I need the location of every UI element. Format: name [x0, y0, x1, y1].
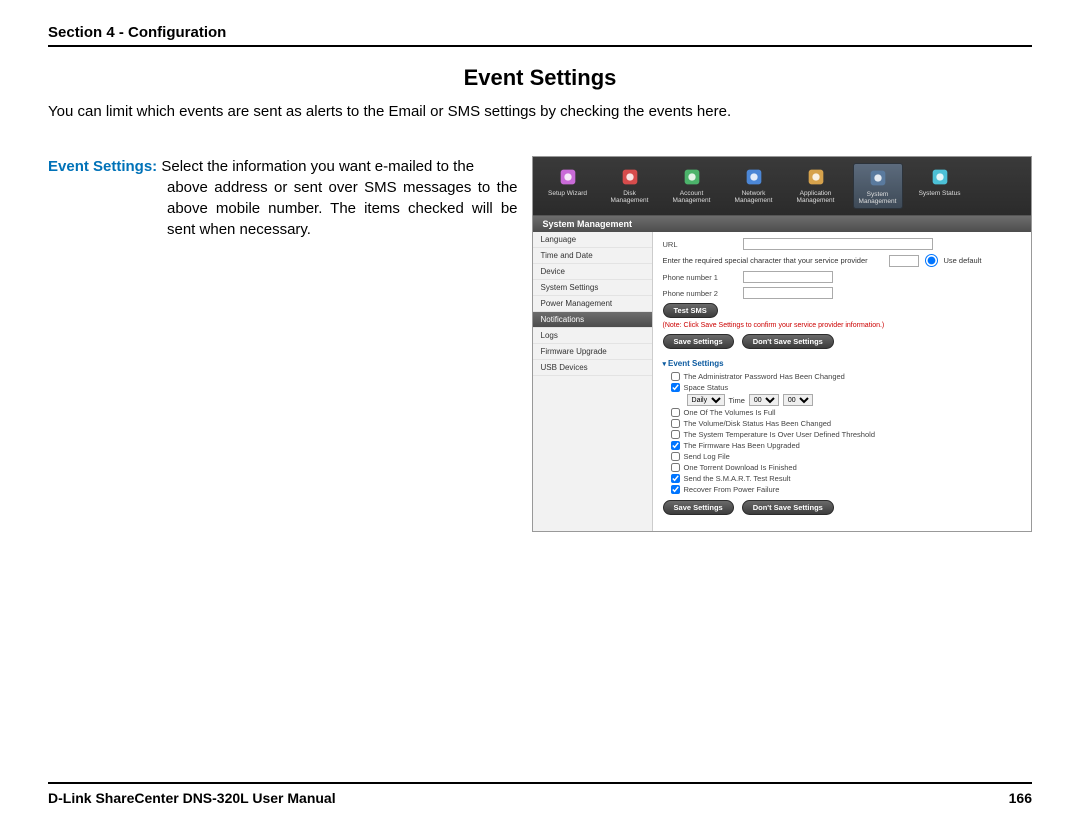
save-button-1[interactable]: Save Settings [663, 334, 734, 349]
page-title: Event Settings [48, 65, 1032, 91]
sidebar-item-logs[interactable]: Logs [533, 328, 652, 344]
use-default-radio[interactable] [925, 254, 938, 267]
form-area: URL Enter the required special character… [653, 232, 1031, 531]
event-checkbox-7[interactable] [671, 463, 680, 472]
app-screenshot: Setup Wizard Disk Management Account Manag… [532, 156, 1032, 532]
note-text: (Note: Click Save Settings to confirm yo… [663, 322, 1021, 329]
sidebar: LanguageTime and DateDeviceSystem Settin… [533, 232, 653, 531]
event-checkbox-3[interactable] [671, 419, 680, 428]
subheader: System Management [533, 216, 1031, 232]
desc-line1: Select the information you want e-mailed… [161, 158, 474, 175]
save-button-2[interactable]: Save Settings [663, 500, 734, 515]
event-label-3: The Volume/Disk Status Has Been Changed [684, 419, 832, 428]
top-icon-2[interactable]: Account Management [667, 163, 717, 209]
event-checkbox-1[interactable] [671, 383, 680, 392]
event-row-8: Send the S.M.A.R.T. Test Result [671, 474, 1021, 483]
event-row-7: One Torrent Download Is Finished [671, 463, 1021, 472]
event-row-6: Send Log File [671, 452, 1021, 461]
event-label-8: Send the S.M.A.R.T. Test Result [684, 474, 791, 483]
event-row-0: The Administrator Password Has Been Chan… [671, 372, 1021, 381]
footer-left: D-Link ShareCenter DNS-320L User Manual [48, 790, 336, 806]
event-label-7: One Torrent Download Is Finished [684, 463, 797, 472]
event-label-6: Send Log File [684, 452, 730, 461]
section-header: Section 4 - Configuration [48, 24, 1032, 47]
sidebar-item-firmware-upgrade[interactable]: Firmware Upgrade [533, 344, 652, 360]
event-row-3: The Volume/Disk Status Has Been Changed [671, 419, 1021, 428]
test-sms-button[interactable]: Test SMS [663, 303, 718, 318]
intro-text: You can limit which events are sent as a… [48, 103, 1032, 120]
event-checkbox-8[interactable] [671, 474, 680, 483]
schedule-mm[interactable]: 00 [783, 394, 813, 406]
event-row-4: The System Temperature Is Over User Defi… [671, 430, 1021, 439]
sidebar-item-usb-devices[interactable]: USB Devices [533, 360, 652, 376]
phone2-label: Phone number 2 [663, 289, 737, 298]
top-icon-1[interactable]: Disk Management [605, 163, 655, 209]
top-icon-6[interactable]: System Status [915, 163, 965, 209]
sidebar-item-time-and-date[interactable]: Time and Date [533, 248, 652, 264]
schedule-hh[interactable]: 00 [749, 394, 779, 406]
event-checkbox-6[interactable] [671, 452, 680, 461]
event-checkbox-9[interactable] [671, 485, 680, 494]
top-icon-4[interactable]: Application Management [791, 163, 841, 209]
special-char-input[interactable] [889, 255, 919, 267]
use-default-label: Use default [944, 256, 982, 265]
event-checkbox-2[interactable] [671, 408, 680, 417]
event-label-4: The System Temperature Is Over User Defi… [684, 430, 875, 439]
sidebar-item-device[interactable]: Device [533, 264, 652, 280]
event-row-9: Recover From Power Failure [671, 485, 1021, 494]
event-row-2: One Of The Volumes Is Full [671, 408, 1021, 417]
special-char-label: Enter the required special character tha… [663, 256, 883, 265]
schedule-freq[interactable]: Daily [687, 394, 725, 406]
schedule-row: Daily Time 00 00 [687, 394, 1021, 406]
desc-label: Event Settings: [48, 158, 157, 175]
url-label: URL [663, 240, 737, 249]
event-label-9: Recover From Power Failure [684, 485, 780, 494]
event-checkbox-5[interactable] [671, 441, 680, 450]
sidebar-item-power-management[interactable]: Power Management [533, 296, 652, 312]
url-input[interactable] [743, 238, 933, 250]
event-row-1: Space Status [671, 383, 1021, 392]
dont-save-button-2[interactable]: Don't Save Settings [742, 500, 834, 515]
event-label-2: One Of The Volumes Is Full [684, 408, 776, 417]
sidebar-item-system-settings[interactable]: System Settings [533, 280, 652, 296]
event-label-1: Space Status [684, 383, 729, 392]
top-icon-bar: Setup Wizard Disk Management Account Manag… [533, 157, 1031, 216]
description-block: Event Settings: Select the information y… [48, 156, 518, 240]
phone1-input[interactable] [743, 271, 833, 283]
sidebar-item-language[interactable]: Language [533, 232, 652, 248]
event-row-5: The Firmware Has Been Upgraded [671, 441, 1021, 450]
event-settings-title: Event Settings [663, 359, 1021, 368]
dont-save-button-1[interactable]: Don't Save Settings [742, 334, 834, 349]
desc-rest: above address or sent over SMS messages … [48, 177, 518, 240]
event-label-0: The Administrator Password Has Been Chan… [684, 372, 845, 381]
top-icon-0[interactable]: Setup Wizard [543, 163, 593, 209]
top-icon-3[interactable]: Network Management [729, 163, 779, 209]
event-label-5: The Firmware Has Been Upgraded [684, 441, 800, 450]
event-checkbox-4[interactable] [671, 430, 680, 439]
phone2-input[interactable] [743, 287, 833, 299]
phone1-label: Phone number 1 [663, 273, 737, 282]
sidebar-item-notifications[interactable]: Notifications [533, 312, 652, 328]
event-checkbox-0[interactable] [671, 372, 680, 381]
top-icon-5[interactable]: System Management [853, 163, 903, 209]
schedule-time-label: Time [729, 396, 745, 405]
footer-page: 166 [1009, 790, 1032, 806]
